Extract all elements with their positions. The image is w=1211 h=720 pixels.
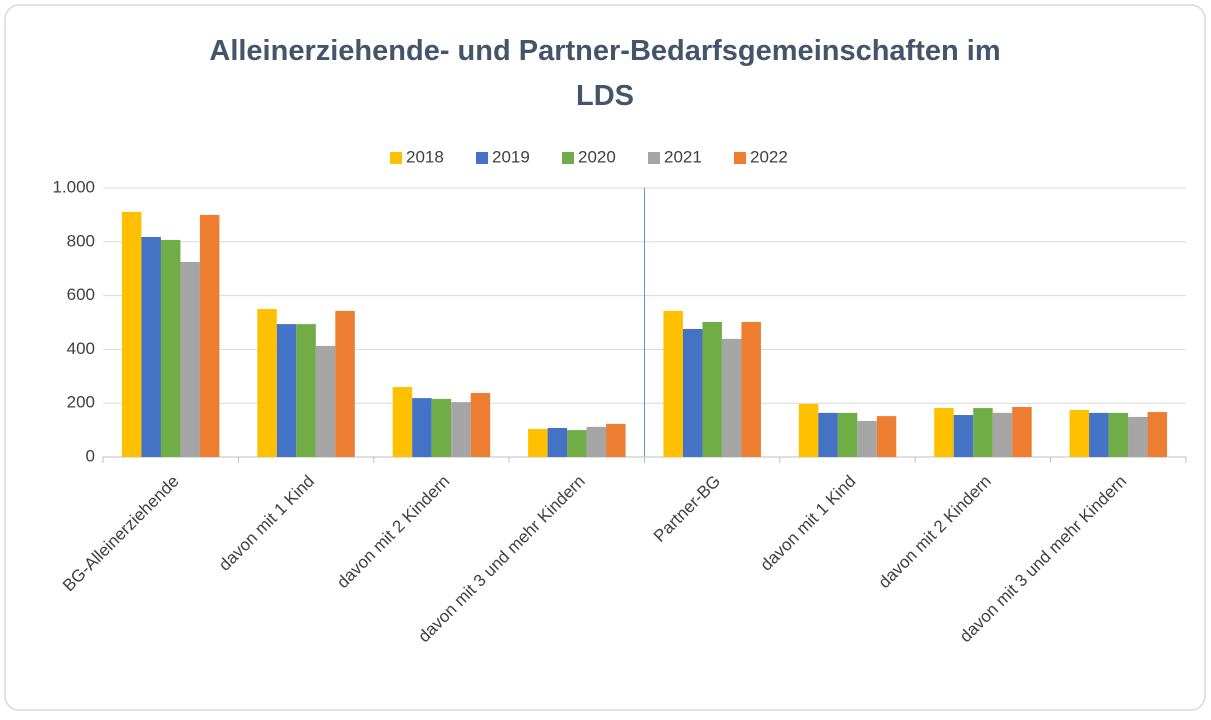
bar bbox=[335, 310, 355, 457]
bar bbox=[141, 236, 161, 457]
bar bbox=[451, 402, 471, 457]
legend-label: 2020 bbox=[578, 147, 616, 166]
y-tick-label: 0 bbox=[86, 446, 95, 465]
bar bbox=[741, 321, 761, 457]
bar bbox=[606, 423, 626, 457]
bar bbox=[586, 426, 607, 457]
y-tick-label: 600 bbox=[67, 285, 95, 304]
legend-swatch bbox=[648, 152, 660, 164]
legend-label: 2019 bbox=[492, 147, 530, 166]
legend-swatch bbox=[734, 152, 746, 164]
bar bbox=[798, 404, 819, 457]
legend-swatch bbox=[390, 152, 402, 164]
bar bbox=[702, 321, 722, 457]
bar bbox=[121, 211, 142, 457]
bar bbox=[547, 427, 568, 457]
bar bbox=[160, 239, 181, 457]
bar bbox=[392, 387, 413, 457]
bar bbox=[1012, 406, 1032, 457]
bar bbox=[296, 324, 316, 457]
bar bbox=[315, 345, 336, 457]
bar bbox=[199, 214, 220, 457]
bar bbox=[973, 408, 993, 457]
bar bbox=[857, 420, 877, 457]
bar bbox=[953, 415, 974, 457]
bar bbox=[876, 416, 897, 457]
bar bbox=[721, 338, 742, 457]
bar bbox=[567, 430, 587, 457]
bar bbox=[1069, 409, 1090, 457]
chart-title: Alleinerziehende- und Partner-Bedarfsgem… bbox=[209, 35, 1000, 112]
bar bbox=[1108, 412, 1129, 457]
bar bbox=[1128, 416, 1148, 457]
bar bbox=[276, 324, 297, 457]
bar bbox=[818, 412, 838, 457]
legend-swatch bbox=[562, 152, 574, 164]
bar bbox=[663, 310, 683, 457]
legend-label: 2022 bbox=[750, 147, 788, 166]
bar bbox=[934, 408, 954, 457]
y-tick-label: 400 bbox=[67, 339, 95, 358]
legend-label: 2021 bbox=[664, 147, 702, 166]
bar bbox=[180, 261, 200, 457]
bar bbox=[1089, 412, 1109, 457]
bar bbox=[837, 412, 858, 457]
y-tick-label: 800 bbox=[67, 231, 95, 250]
bar bbox=[682, 328, 703, 457]
bar bbox=[1147, 412, 1168, 457]
legend-swatch bbox=[476, 152, 488, 164]
legend-label: 2018 bbox=[406, 147, 444, 166]
bar bbox=[412, 398, 432, 457]
bar bbox=[431, 398, 452, 457]
bar bbox=[528, 429, 548, 457]
y-tick-label: 200 bbox=[67, 393, 95, 412]
y-tick-label: 1.000 bbox=[52, 177, 95, 196]
bar bbox=[257, 309, 277, 457]
chart-frame bbox=[4, 4, 1206, 711]
bar bbox=[992, 412, 1013, 457]
bar bbox=[470, 392, 491, 457]
